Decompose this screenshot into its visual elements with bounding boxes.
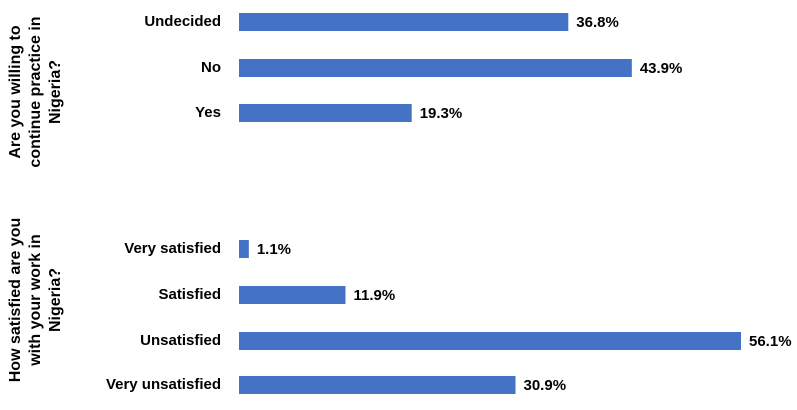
data-label: 30.9%	[524, 377, 567, 394]
bar	[239, 13, 569, 31]
data-label: 56.1%	[749, 333, 792, 350]
bar	[239, 104, 412, 122]
category-label: Very unsatisfied	[106, 376, 221, 393]
category-label: Satisfied	[158, 286, 221, 303]
group-title-line: continue practice in	[27, 16, 44, 167]
data-label: 11.9%	[353, 287, 395, 304]
group-title-line: with your work in	[27, 234, 44, 367]
group-title-line: Are you willing to	[7, 25, 24, 159]
data-label: 1.1%	[257, 241, 291, 258]
group-title-line: Nigeria?	[47, 268, 64, 332]
bar	[239, 376, 516, 394]
category-label: Undecided	[144, 13, 221, 30]
chart-group-1: Are you willing to continue practice in Ni…	[7, 13, 682, 168]
data-label: 43.9%	[640, 60, 683, 77]
category-label: Yes	[195, 104, 221, 121]
group-title-line: Nigeria?	[47, 60, 64, 124]
category-label: Unsatisfied	[140, 332, 221, 349]
category-label: No	[201, 59, 221, 76]
category-label: Very satisfied	[124, 240, 221, 257]
group-title-line: How satisfied are you	[7, 218, 24, 383]
chart-group-2: How satisfied are you with your work in Ni…	[7, 218, 792, 394]
bar	[239, 286, 346, 304]
bar	[239, 59, 632, 77]
data-label: 36.8%	[576, 14, 619, 31]
bar	[239, 240, 249, 258]
data-label: 19.3%	[420, 105, 463, 122]
bar	[239, 332, 741, 350]
